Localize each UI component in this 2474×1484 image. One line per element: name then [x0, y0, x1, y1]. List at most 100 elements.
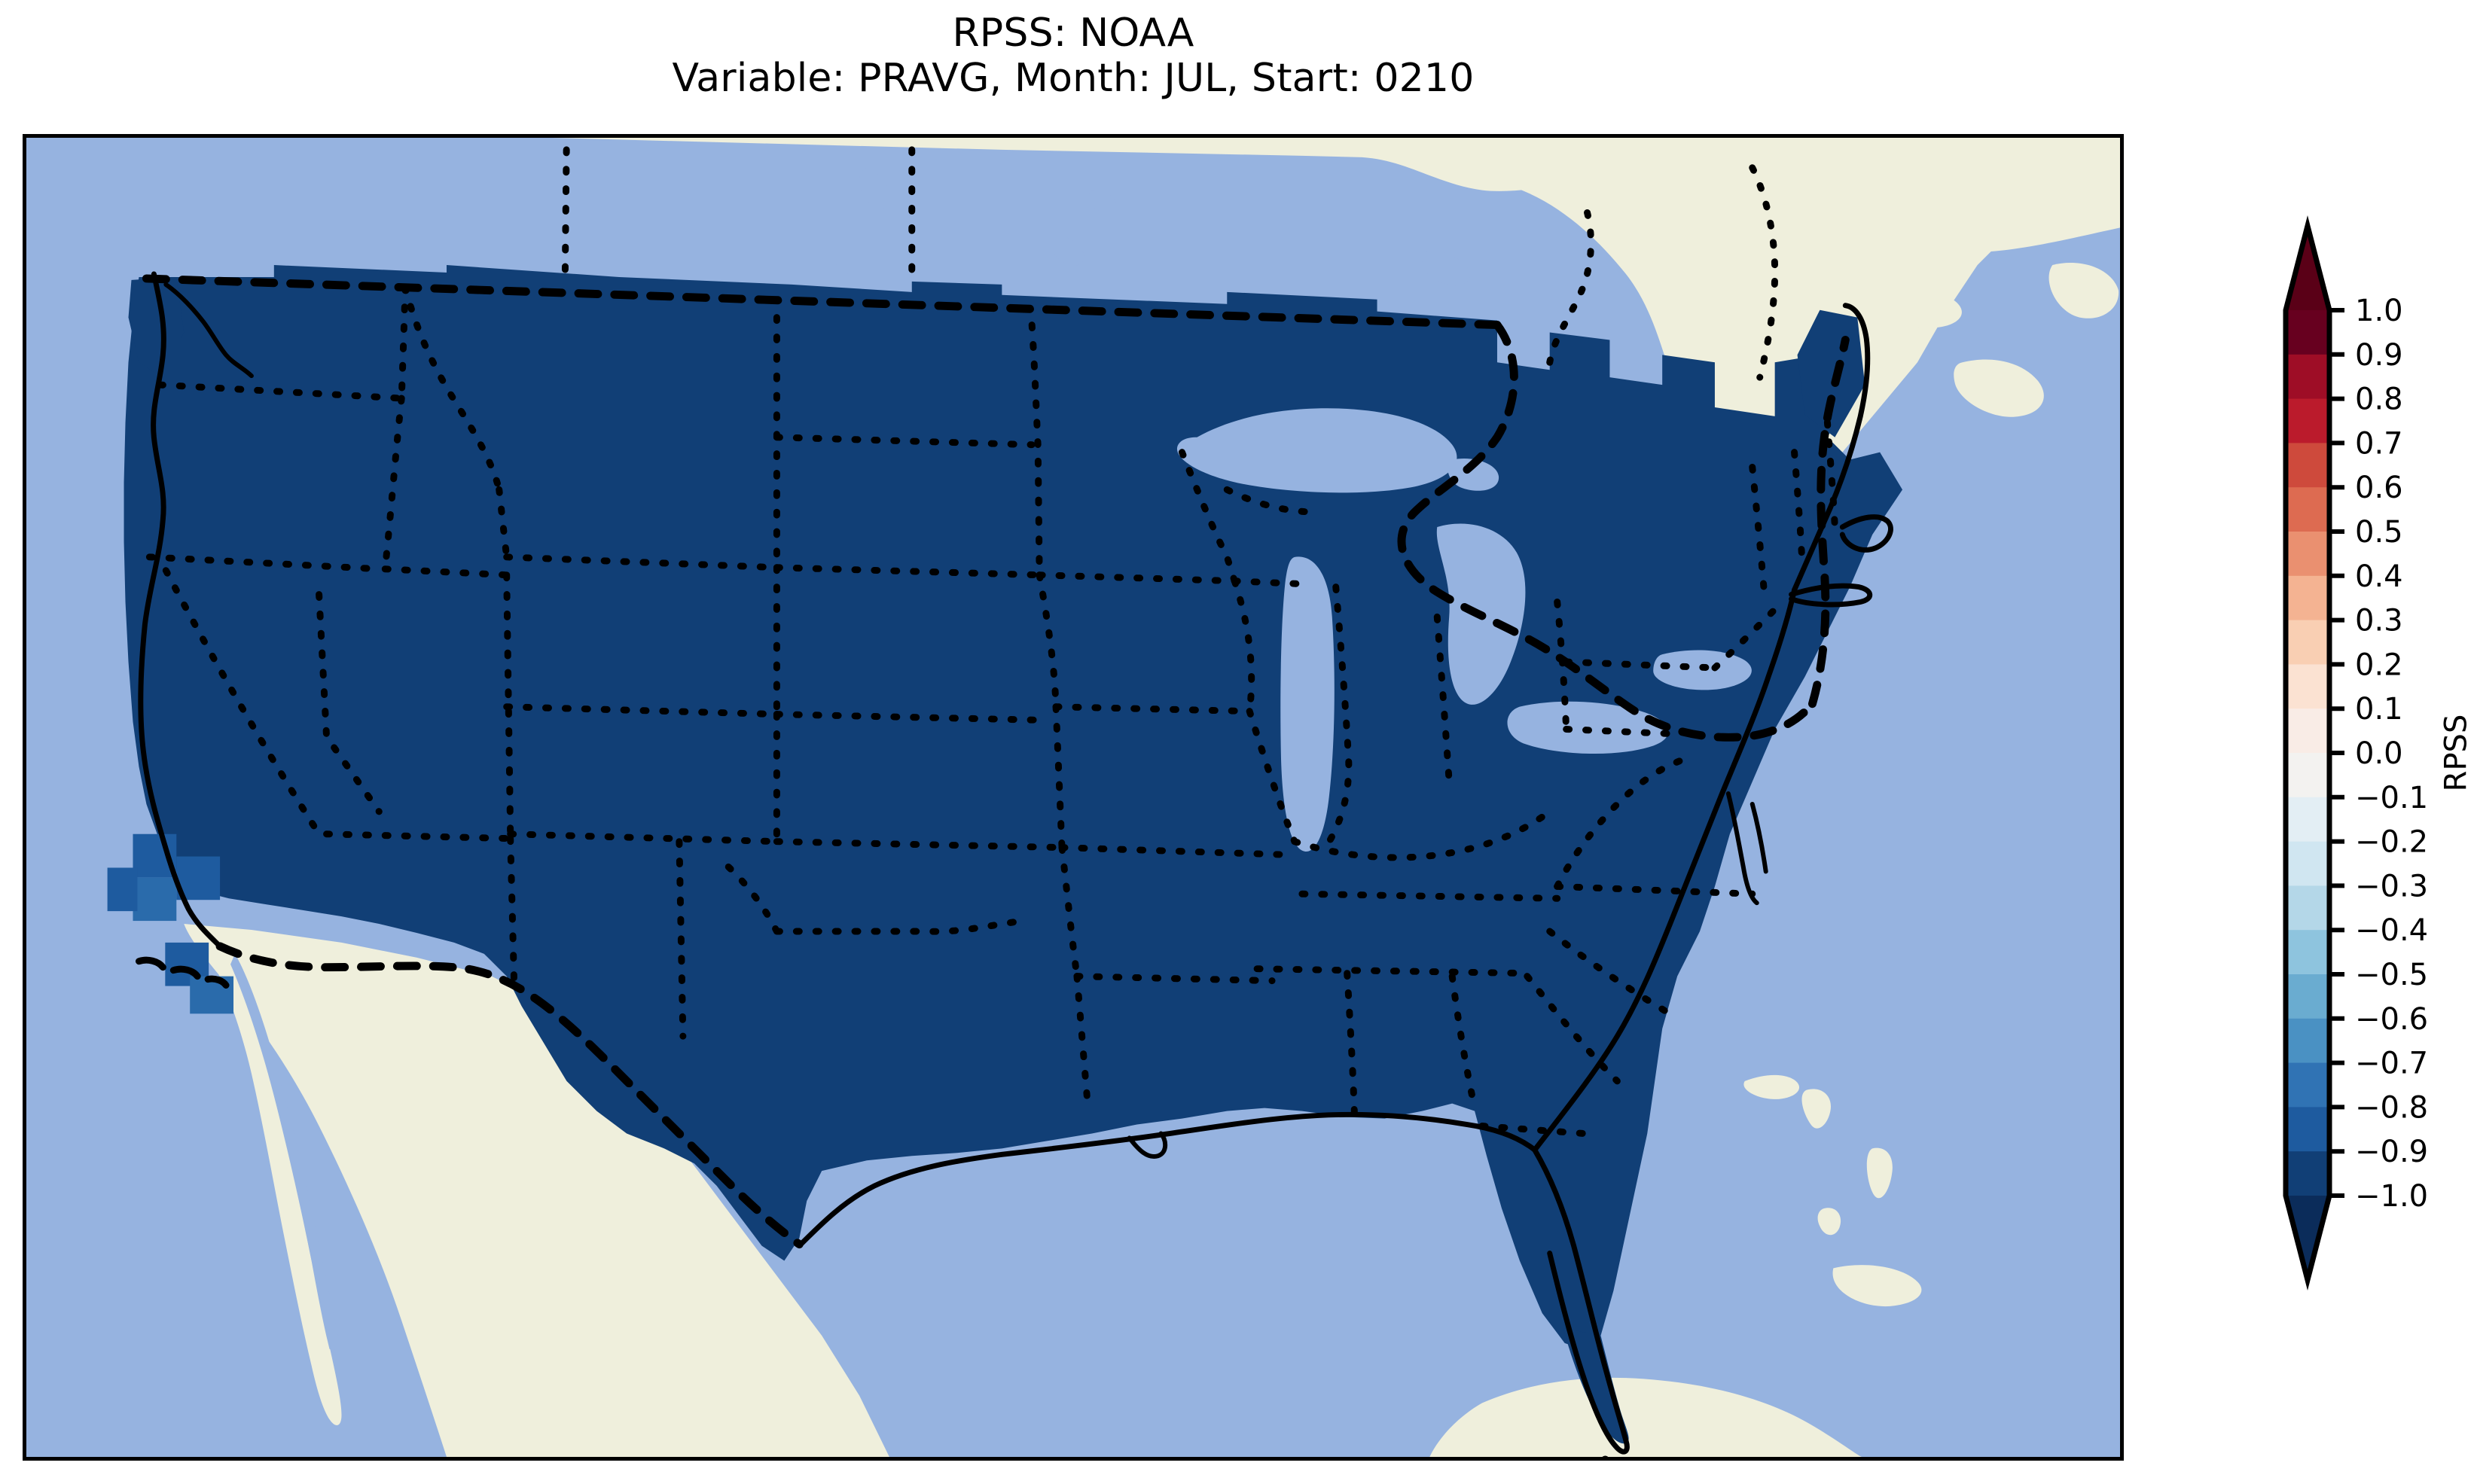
- state-border-ks-ok: [773, 838, 1066, 852]
- cuba: [1429, 1377, 1862, 1457]
- state-border-wi-il: [1231, 577, 1306, 588]
- state-border-mi-wi: [1223, 486, 1321, 516]
- bahamas-2: [1801, 1089, 1831, 1129]
- state-border-mn-wi: [1178, 449, 1238, 585]
- state-border-va-wv: [1554, 755, 1688, 890]
- state-border-il-in: [1321, 584, 1353, 853]
- colorbar-tick-label-15: −0.5: [2355, 958, 2428, 992]
- colorbar-tick-label-6: 0.4: [2355, 559, 2403, 594]
- state-border-oh-pa: [1554, 599, 1570, 733]
- colorbar-tick-label-1: 0.9: [2355, 338, 2403, 373]
- colorbar-tick-label-7: 0.3: [2355, 604, 2403, 638]
- colorbar-tick-label-16: −0.6: [2355, 1002, 2428, 1037]
- state-border-al-ga: [1448, 973, 1478, 1112]
- gaspe: [1849, 282, 1962, 328]
- gulf-of-california: [230, 953, 342, 1351]
- state-border-nd-sd: [773, 434, 1036, 449]
- state-border-ga-fl: [1478, 1123, 1588, 1137]
- bahamas-1: [1743, 1074, 1800, 1099]
- colorbar-tick-label-4: 0.6: [2355, 471, 2403, 505]
- border-canada-interior-1: [561, 138, 570, 273]
- coastline-florida: [1532, 1147, 1630, 1455]
- state-border-ne-ks: [773, 711, 1051, 724]
- state-border-tx-la: [1073, 973, 1092, 1115]
- colorbar-tick-label-0: 1.0: [2355, 294, 2403, 328]
- state-border-wv-pa: [1563, 726, 1673, 737]
- colorbar-band-7: [2286, 620, 2329, 665]
- state-border-nv-ca: [162, 567, 323, 838]
- state-border-or-id: [381, 395, 405, 573]
- colorbar-band-4: [2286, 487, 2329, 532]
- colorbar-tick-label-10: 0.0: [2355, 736, 2403, 771]
- colorbar-tick-label-20: −1.0: [2355, 1179, 2428, 1214]
- state-border-mo-il: [1246, 708, 1298, 846]
- state-border-id-mt: [401, 284, 511, 561]
- colorbar-axis-label: RPSS: [2433, 226, 2474, 1280]
- rpss-cell-anomaly-ca-2: [133, 877, 177, 922]
- northern-lake-4: [1422, 249, 1470, 286]
- chart-title: RPSS: NOAA Variable: PRAVG, Month: JUL, …: [0, 11, 2146, 102]
- state-border-wa-or: [156, 381, 405, 402]
- state-border-ia-il: [1231, 577, 1255, 715]
- state-border-nc-va: [1554, 882, 1756, 897]
- colorbar-band-5: [2286, 532, 2329, 577]
- coastline-puget-sound: [163, 282, 254, 379]
- colorbar-band-13: [2286, 885, 2329, 931]
- state-border-ut-az: [323, 830, 514, 843]
- northern-lake-6: [822, 264, 850, 288]
- colorbar-tick-label-14: −0.4: [2355, 913, 2428, 948]
- state-border-tn-south: [1253, 965, 1531, 977]
- hispaniola: [1832, 1265, 1922, 1307]
- rpss-pacific-nw: [128, 276, 185, 378]
- state-border-or-ca: [145, 553, 383, 573]
- colorbar-tick-label-17: −0.7: [2355, 1047, 2428, 1081]
- state-border-id-nv-ut: [381, 565, 511, 579]
- state-border-ut-co: [503, 571, 514, 838]
- border-us-canada-maine: [1807, 335, 1850, 708]
- colorbar-band-11: [2286, 797, 2329, 843]
- mexico-landmass: [184, 924, 889, 1457]
- channel-islands: [135, 956, 230, 989]
- state-border-wa-id: [398, 284, 409, 402]
- border-us-mexico: [215, 942, 804, 1249]
- state-border-nv-ut: [316, 591, 383, 815]
- baja-peninsula: [210, 940, 342, 1425]
- colorbar-tick-label-18: −0.8: [2355, 1090, 2428, 1125]
- cape-cod: [1839, 514, 1893, 553]
- colorbar-band-0: [2286, 310, 2329, 355]
- colorbar-axis-label-text: RPSS: [2439, 714, 2474, 792]
- colorbar-tick-label-11: −0.1: [2355, 781, 2428, 815]
- colorbar-band-15: [2286, 974, 2329, 1019]
- border-canada-interior-3: [1546, 209, 1594, 366]
- colorbar-tick-label-5: 0.5: [2355, 515, 2403, 550]
- colorbar-band-18: [2286, 1107, 2329, 1152]
- colorbar-tick-label-2: 0.8: [2355, 382, 2403, 417]
- colorbar: 1.0 0.9 0.8 0.7 0.6 0.5 0.4 0.3 0.2 0.1 0.0 −0.1 −0.…: [2283, 215, 2474, 1291]
- colorbar-tick-label-8: 0.2: [2355, 648, 2403, 682]
- border-us-canada-lakes: [1397, 321, 1817, 742]
- state-border-mo-ks: [1052, 703, 1066, 852]
- bahamas-4: [1817, 1208, 1841, 1236]
- map-axes: [23, 134, 2124, 1461]
- canada-lower-fill: [1350, 138, 2120, 475]
- map-graphic: [26, 138, 2120, 1457]
- nova-scotia: [1954, 359, 2044, 417]
- title-line-2: Variable: PRAVG, Month: JUL, Start: 0210: [672, 56, 1475, 102]
- colorbar-band-17: [2286, 1062, 2329, 1108]
- state-border-ny-vt: [1749, 464, 1768, 599]
- colorbar-extend-min-arrow: [2286, 1196, 2329, 1280]
- mississippi-delta: [1127, 1131, 1168, 1159]
- state-border-ms-al: [1344, 970, 1359, 1123]
- state-border-mn-ia: [1036, 571, 1238, 585]
- state-border-ga-sc: [1524, 973, 1621, 1085]
- colorbar-band-10: [2286, 753, 2329, 798]
- state-border-mo-ar: [1058, 844, 1298, 859]
- state-border-ok-tx: [713, 853, 1028, 935]
- colorbar-band-14: [2286, 930, 2329, 975]
- lake-superior: [1176, 408, 1457, 493]
- bahamas-3: [1866, 1147, 1893, 1199]
- newfoundland: [2048, 263, 2119, 318]
- state-border-pa-ny: [1563, 658, 1719, 672]
- state-border-nm-tx: [676, 838, 687, 1040]
